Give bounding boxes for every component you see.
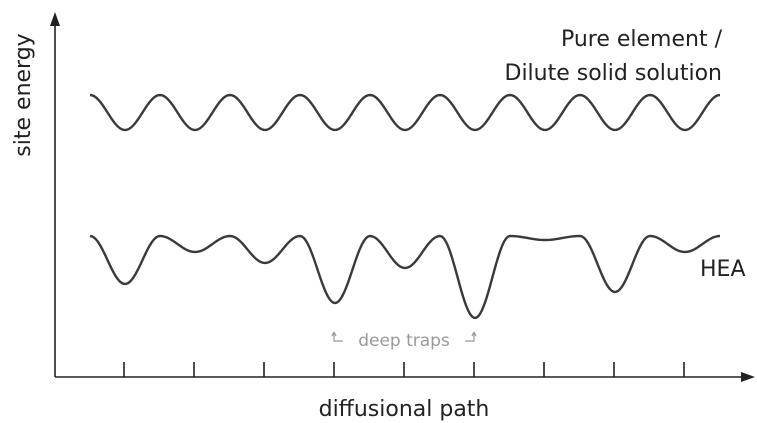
trap-arrow-right [465,331,477,342]
hea-curve [89,234,721,320]
bottom-curve-label: HEA [700,257,746,282]
deep-traps-annotation: deep traps [358,331,450,351]
top-curve-label: Pure element / [561,27,723,52]
pure-element-curve [89,93,721,132]
x-axis-ticks [123,362,685,377]
trap-arrow-left [331,331,343,342]
y-axis-label: site energy [11,33,36,156]
x-axis-label: diffusional path [319,397,490,422]
x-axis-arrow [741,372,755,382]
y-axis-arrow [50,12,60,26]
top-curve-label: Dilute solid solution [505,61,723,86]
